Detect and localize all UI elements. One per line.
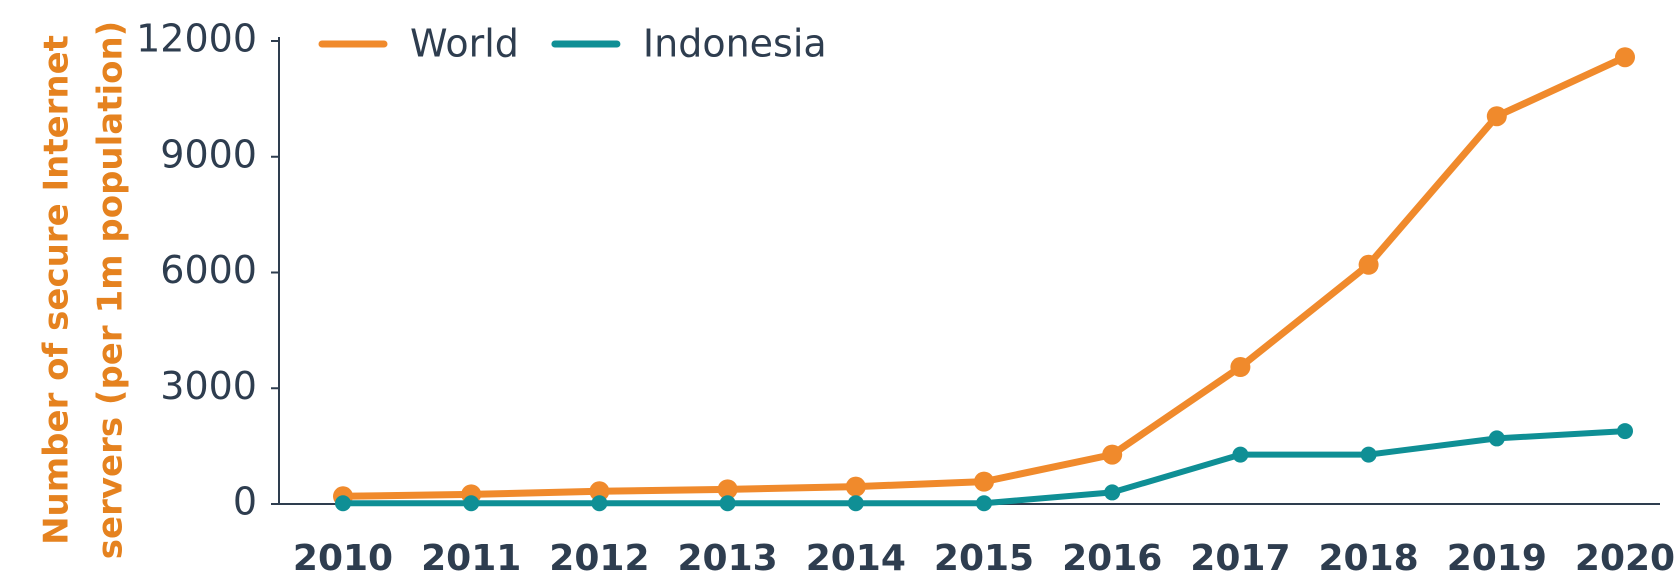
data-point	[845, 476, 866, 497]
data-point	[1488, 430, 1505, 447]
x-tick-label: 2010	[293, 538, 393, 579]
data-point	[335, 495, 351, 512]
y-tick-label: 0	[233, 480, 257, 524]
data-point	[589, 481, 610, 502]
x-tick-label: 2011	[421, 538, 521, 579]
legend-label: Indonesia	[643, 22, 827, 66]
series-line	[342, 54, 1627, 500]
x-tick-label: 2018	[1318, 538, 1418, 579]
x-tick-label: 2020	[1575, 538, 1675, 579]
data-point	[976, 495, 992, 512]
data-point	[1232, 446, 1249, 463]
data-point	[1486, 106, 1507, 127]
x-tick-label: 2014	[806, 538, 906, 579]
data-point	[1358, 254, 1379, 275]
y-tick-label: 3000	[160, 364, 257, 408]
data-point	[463, 495, 480, 512]
x-tick-label: 2012	[549, 538, 649, 579]
y-axis-label: Number of secure Internet	[37, 35, 77, 545]
data-point	[1104, 484, 1121, 501]
x-tick-label: 2019	[1447, 538, 1547, 579]
data-point	[974, 471, 994, 492]
y-tick-label: 12000	[136, 17, 257, 61]
data-point	[1360, 446, 1377, 463]
x-tick-label: 2017	[1190, 538, 1290, 579]
legend-label: World	[410, 22, 519, 66]
data-point	[847, 495, 864, 512]
data-point	[1230, 357, 1251, 378]
data-point	[717, 479, 738, 500]
data-point	[1617, 423, 1633, 440]
y-tick-label: 9000	[160, 132, 257, 176]
x-tick-label: 2013	[677, 538, 777, 579]
data-point	[1615, 47, 1635, 68]
data-point	[1102, 444, 1123, 465]
y-tick-label: 6000	[160, 248, 257, 292]
data-point	[591, 495, 608, 512]
y-axis-label: servers (per 1m population)	[91, 21, 131, 559]
x-tick-label: 2016	[1062, 538, 1162, 579]
data-point	[719, 495, 736, 512]
x-tick-label: 2015	[934, 538, 1034, 579]
